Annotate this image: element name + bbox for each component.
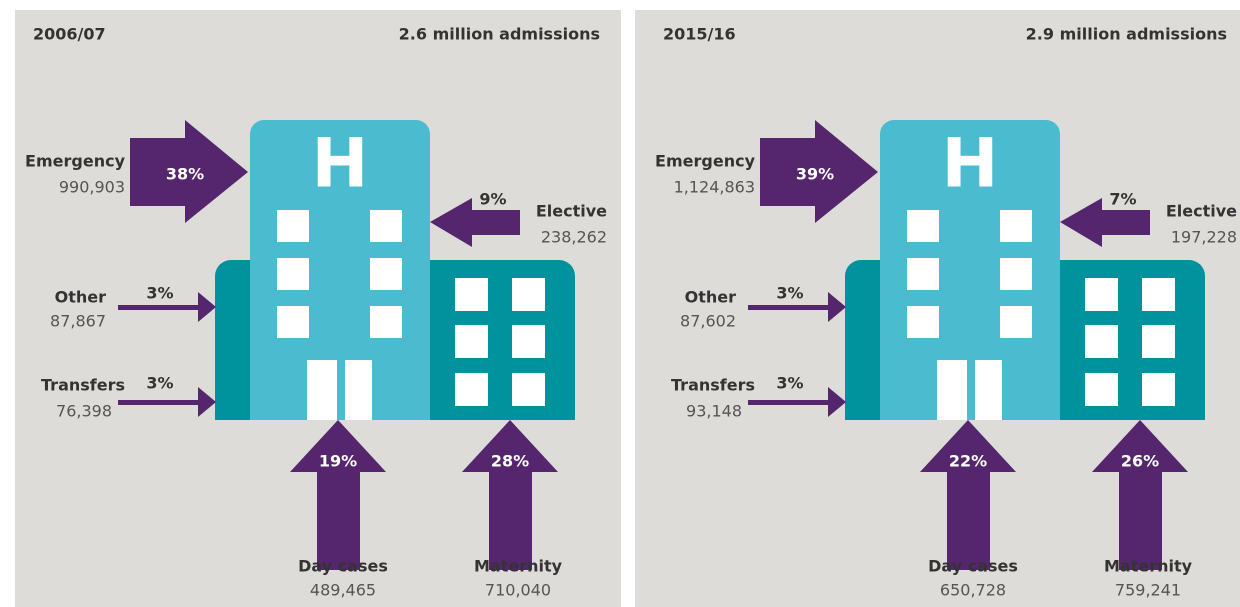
emergency-arrow bbox=[760, 120, 878, 223]
flow-share: 3% bbox=[776, 284, 803, 303]
flow-name: Elective bbox=[1166, 202, 1237, 221]
elective-arrow bbox=[430, 198, 520, 247]
day-cases-arrow bbox=[920, 420, 1016, 570]
flow-share: 28% bbox=[491, 452, 529, 471]
flow-count: 238,262 bbox=[541, 228, 607, 247]
emergency-arrow bbox=[130, 120, 248, 223]
flow-count: 93,148 bbox=[686, 402, 742, 421]
window bbox=[512, 373, 545, 406]
window bbox=[907, 258, 939, 290]
other-arrow bbox=[748, 292, 846, 322]
window bbox=[1085, 325, 1118, 358]
flow-name: Transfers bbox=[41, 376, 125, 395]
flow-count: 759,241 bbox=[1115, 581, 1181, 600]
other-arrow bbox=[118, 292, 216, 322]
flow-share: 3% bbox=[776, 374, 803, 393]
flow-share: 39% bbox=[796, 165, 834, 184]
year: 2006/07 bbox=[33, 25, 106, 44]
flow-count: 76,398 bbox=[56, 402, 112, 421]
flow-name: Other bbox=[55, 288, 106, 307]
window bbox=[1085, 278, 1118, 311]
window bbox=[277, 210, 309, 242]
flow-count: 650,728 bbox=[940, 581, 1006, 600]
flow-name: Emergency bbox=[25, 152, 126, 171]
flow-count: 489,465 bbox=[310, 581, 376, 600]
window bbox=[1142, 325, 1175, 358]
door bbox=[345, 360, 372, 420]
window bbox=[1000, 210, 1032, 242]
window bbox=[1085, 373, 1118, 406]
flow-share: 38% bbox=[166, 165, 204, 184]
window bbox=[512, 325, 545, 358]
window bbox=[277, 306, 309, 338]
door bbox=[307, 360, 337, 420]
flow-name: Maternity bbox=[474, 557, 563, 576]
flow-name: Emergency bbox=[655, 152, 756, 171]
window bbox=[455, 325, 488, 358]
flow-count: 710,040 bbox=[485, 581, 551, 600]
window bbox=[907, 306, 939, 338]
flow-share: 26% bbox=[1121, 452, 1159, 471]
panel: 2015/16 2.9 million admissions H 39% Emergen… bbox=[635, 10, 1240, 607]
window bbox=[455, 278, 488, 311]
door bbox=[975, 360, 1002, 420]
window bbox=[277, 258, 309, 290]
maternity-arrow bbox=[462, 420, 558, 570]
flow-share: 7% bbox=[1109, 190, 1136, 209]
window bbox=[1000, 306, 1032, 338]
flow-name: Transfers bbox=[671, 376, 755, 395]
flow-name: Day cases bbox=[298, 557, 388, 576]
flow-count: 1,124,863 bbox=[674, 178, 755, 197]
total: 2.6 million admissions bbox=[399, 25, 600, 44]
flow-share: 22% bbox=[949, 452, 987, 471]
window bbox=[1142, 278, 1175, 311]
hospital-sign: H bbox=[312, 125, 369, 204]
flow-name: Elective bbox=[536, 202, 607, 221]
maternity-arrow bbox=[1092, 420, 1188, 570]
window bbox=[370, 210, 402, 242]
day-cases-arrow bbox=[290, 420, 386, 570]
flow-share: 9% bbox=[479, 190, 506, 209]
year: 2015/16 bbox=[663, 25, 736, 44]
hospital-sign: H bbox=[942, 125, 999, 204]
window bbox=[1142, 373, 1175, 406]
window bbox=[512, 278, 545, 311]
window bbox=[455, 373, 488, 406]
window bbox=[370, 306, 402, 338]
transfers-arrow bbox=[118, 387, 216, 417]
window bbox=[907, 210, 939, 242]
flow-count: 197,228 bbox=[1171, 228, 1237, 247]
flow-name: Day cases bbox=[928, 557, 1018, 576]
flow-count: 87,867 bbox=[50, 312, 106, 331]
flow-count: 990,903 bbox=[59, 178, 125, 197]
flow-share: 19% bbox=[319, 452, 357, 471]
elective-arrow bbox=[1060, 198, 1150, 247]
flow-share: 3% bbox=[146, 374, 173, 393]
door bbox=[937, 360, 967, 420]
flow-name: Other bbox=[685, 288, 736, 307]
flow-count: 87,602 bbox=[680, 312, 736, 331]
flow-name: Maternity bbox=[1104, 557, 1193, 576]
flow-share: 3% bbox=[146, 284, 173, 303]
panel: 2006/07 2.6 million admissions H 38% Emergen… bbox=[15, 10, 621, 607]
window bbox=[1000, 258, 1032, 290]
total: 2.9 million admissions bbox=[1026, 25, 1227, 44]
transfers-arrow bbox=[748, 387, 846, 417]
window bbox=[370, 258, 402, 290]
